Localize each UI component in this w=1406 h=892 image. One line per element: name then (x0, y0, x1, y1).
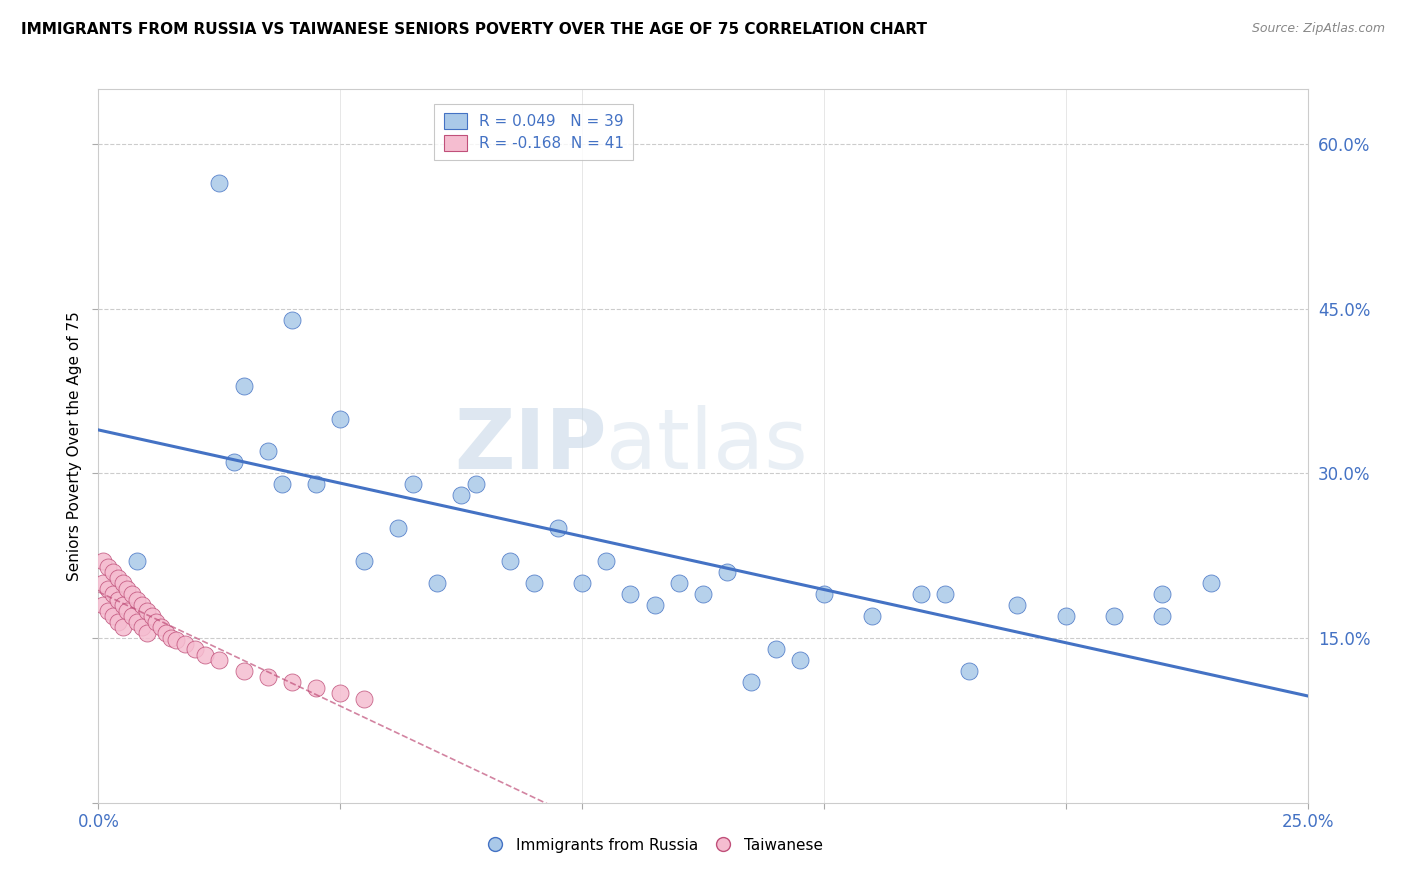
Point (1054, 609, 1077, 624)
Point (910, 587, 932, 601)
Text: ZIP: ZIP (454, 406, 606, 486)
Point (184, 642, 207, 657)
Point (934, 587, 956, 601)
Text: IMMIGRANTS FROM RUSSIA VS TAIWANESE SENIORS POVERTY OVER THE AGE OF 75 CORRELATI: IMMIGRANTS FROM RUSSIA VS TAIWANESE SENI… (21, 22, 927, 37)
Point (107, 592, 129, 607)
Point (97, 582, 120, 596)
Point (107, 615, 129, 629)
Point (619, 587, 641, 601)
Point (131, 598, 153, 612)
Point (194, 648, 217, 662)
Point (498, 554, 520, 568)
Point (1007, 598, 1029, 612)
Point (111, 620, 134, 634)
Point (91, 576, 114, 591)
Point (135, 625, 157, 640)
Point (813, 587, 835, 601)
Point (208, 653, 231, 667)
Point (256, 669, 278, 683)
Point (692, 587, 714, 601)
Point (256, 444, 278, 458)
Point (208, 176, 231, 190)
Y-axis label: Seniors Poverty Over the Age of 75: Seniors Poverty Over the Age of 75 (66, 311, 82, 581)
Point (740, 675, 762, 690)
Point (145, 615, 167, 629)
Point (281, 675, 304, 690)
Point (111, 576, 134, 591)
Point (450, 488, 472, 502)
Point (150, 620, 173, 634)
Point (281, 312, 304, 326)
Point (860, 609, 883, 624)
Point (111, 598, 134, 612)
Legend: Immigrants from Russia, Taiwanese: Immigrants from Russia, Taiwanese (479, 831, 830, 859)
Point (155, 625, 177, 640)
Point (305, 681, 328, 695)
Text: atlas: atlas (606, 406, 808, 486)
Point (402, 477, 425, 491)
Point (131, 620, 153, 634)
Point (160, 631, 183, 645)
Point (353, 554, 375, 568)
Point (668, 576, 690, 591)
Point (957, 664, 980, 678)
Point (141, 609, 163, 624)
Point (387, 521, 409, 535)
Point (121, 609, 143, 624)
Point (644, 598, 666, 612)
Point (789, 653, 811, 667)
Point (91, 554, 114, 568)
Point (222, 455, 245, 469)
Point (232, 378, 254, 392)
Point (121, 587, 143, 601)
Point (1152, 609, 1174, 624)
Point (91, 598, 114, 612)
Point (571, 576, 593, 591)
Point (117, 604, 139, 618)
Point (426, 576, 449, 591)
Point (329, 686, 352, 700)
Point (107, 571, 129, 585)
Point (165, 633, 187, 648)
Point (174, 637, 197, 651)
Point (716, 566, 738, 580)
Point (329, 411, 352, 425)
Point (271, 477, 294, 491)
Point (353, 691, 375, 706)
Point (1152, 587, 1174, 601)
Point (127, 554, 149, 568)
Point (117, 582, 139, 596)
Point (101, 566, 124, 580)
Point (305, 477, 328, 491)
Point (765, 642, 787, 657)
Text: Source: ZipAtlas.com: Source: ZipAtlas.com (1251, 22, 1385, 36)
Point (232, 664, 254, 678)
Point (97, 604, 120, 618)
Point (127, 592, 149, 607)
Point (595, 554, 617, 568)
Point (101, 609, 124, 624)
Point (1102, 609, 1125, 624)
Point (135, 604, 157, 618)
Point (1199, 576, 1222, 591)
Point (464, 477, 486, 491)
Point (547, 521, 569, 535)
Point (101, 587, 124, 601)
Point (127, 615, 149, 629)
Point (523, 576, 546, 591)
Point (97, 559, 120, 574)
